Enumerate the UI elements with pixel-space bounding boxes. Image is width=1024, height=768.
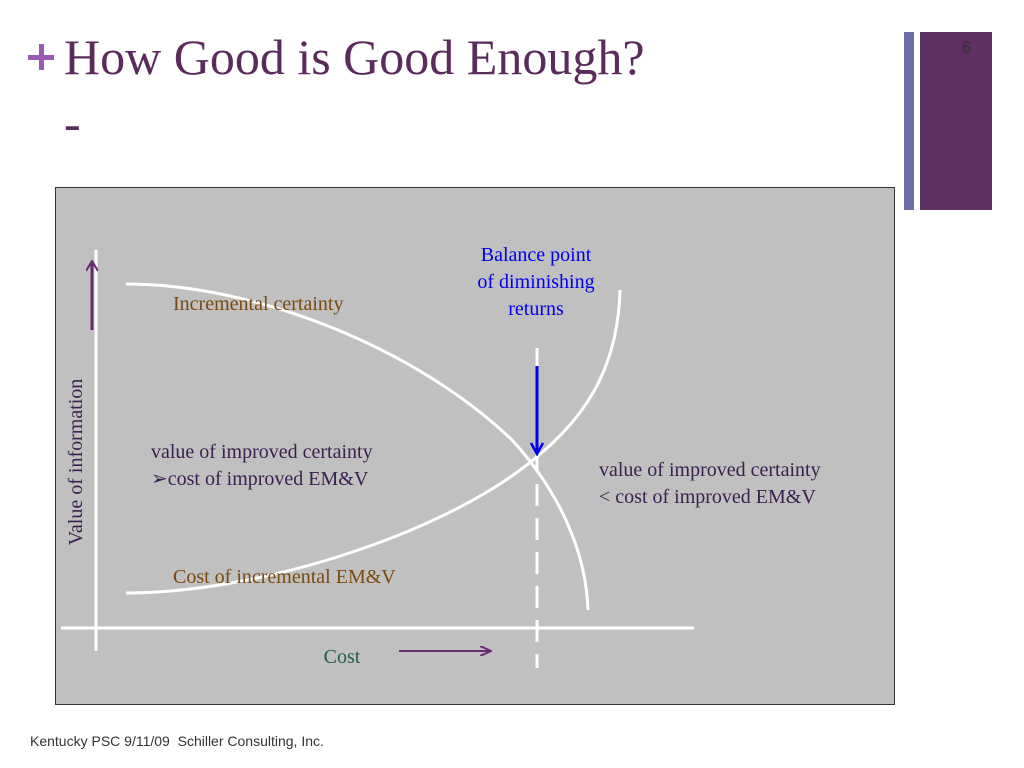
slide-subtitle: - bbox=[64, 95, 81, 151]
incremental-certainty-curve bbox=[125, 282, 590, 611]
cost-incremental-curve bbox=[125, 289, 622, 595]
right-region-label-line-2: < cost of improved EM&V bbox=[599, 486, 816, 508]
slide-number: 6 bbox=[962, 38, 972, 57]
slide-footer: Kentucky PSC 9/11/09 Schiller Consulting… bbox=[30, 733, 324, 749]
accent-bar-wide bbox=[920, 32, 992, 210]
diagram-canvas: Value of information Cost Incremental ce… bbox=[61, 244, 821, 668]
left-region-label-line-2: ➢cost of improved EM&V bbox=[151, 468, 369, 490]
accent-bar-thin bbox=[904, 32, 914, 210]
left-region-label-line-1: value of improved certainty bbox=[151, 441, 373, 463]
balance-point-label-line-1: Balance point bbox=[481, 244, 592, 266]
y-axis-label: Value of information bbox=[65, 379, 87, 546]
x-axis-label: Cost bbox=[324, 646, 361, 668]
balance-point-label-line-3: returns bbox=[508, 298, 564, 320]
plus-icon bbox=[28, 44, 54, 70]
slide-title: How Good is Good Enough? bbox=[64, 29, 645, 85]
diagram-panel: Value of information Cost Incremental ce… bbox=[55, 187, 895, 705]
incremental-certainty-label: Incremental certainty bbox=[173, 293, 343, 315]
right-region-label-line-1: value of improved certainty bbox=[599, 459, 821, 481]
balance-point-label-line-2: of diminishing bbox=[477, 271, 594, 293]
cost-incremental-label: Cost of incremental EM&V bbox=[173, 566, 396, 588]
